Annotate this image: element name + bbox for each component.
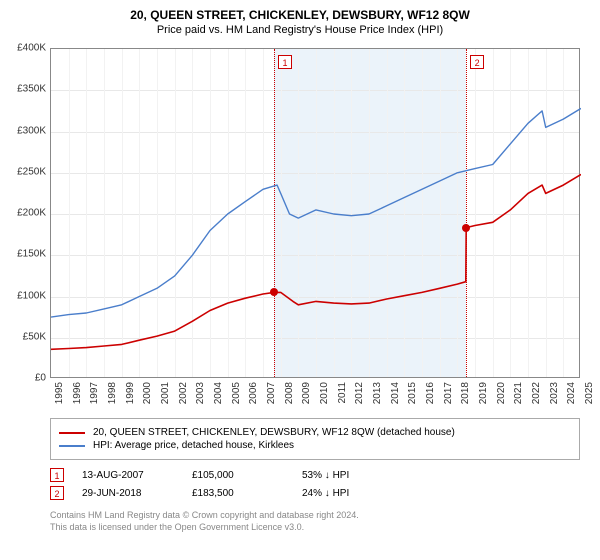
chart-title: 20, QUEEN STREET, CHICKENLEY, DEWSBURY, … <box>0 0 600 22</box>
ytick-label: £350K <box>6 84 46 95</box>
xtick-label: 2011 <box>337 382 348 404</box>
xtick-label: 2012 <box>354 382 365 404</box>
sales-date: 13-AUG-2007 <box>82 470 192 481</box>
legend-row: 20, QUEEN STREET, CHICKENLEY, DEWSBURY, … <box>59 427 571 438</box>
xtick-label: 2003 <box>195 382 206 404</box>
chart-subtitle: Price paid vs. HM Land Registry's House … <box>0 22 600 42</box>
xtick-label: 2025 <box>584 382 595 404</box>
legend-swatch <box>59 432 85 434</box>
sales-price: £105,000 <box>192 470 302 481</box>
ytick-label: £0 <box>6 373 46 384</box>
sales-date: 29-JUN-2018 <box>82 488 192 499</box>
xtick-label: 2022 <box>531 382 542 404</box>
xtick-label: 1997 <box>89 382 100 404</box>
xtick-label: 2001 <box>160 382 171 404</box>
footnote-line-1: Contains HM Land Registry data © Crown c… <box>50 510 359 522</box>
legend-label: 20, QUEEN STREET, CHICKENLEY, DEWSBURY, … <box>93 427 455 438</box>
xtick-label: 2019 <box>478 382 489 404</box>
xtick-label: 2002 <box>178 382 189 404</box>
sales-row: 2 29-JUN-2018£183,50024% ↓ HPI <box>50 484 382 502</box>
xtick-label: 1998 <box>107 382 118 404</box>
footnote-line-2: This data is licensed under the Open Gov… <box>50 522 359 534</box>
series-hpi <box>51 108 581 317</box>
xtick-label: 2023 <box>549 382 560 404</box>
legend-swatch <box>59 445 85 447</box>
xtick-label: 2005 <box>231 382 242 404</box>
xtick-label: 1996 <box>72 382 83 404</box>
xtick-label: 2024 <box>566 382 577 404</box>
xtick-label: 2020 <box>496 382 507 404</box>
ytick-label: £400K <box>6 43 46 54</box>
xtick-label: 2014 <box>390 382 401 404</box>
xtick-label: 2016 <box>425 382 436 404</box>
legend-label: HPI: Average price, detached house, Kirk… <box>93 440 294 451</box>
ytick-label: £250K <box>6 166 46 177</box>
ytick-label: £150K <box>6 249 46 260</box>
xtick-label: 2017 <box>443 382 454 404</box>
xtick-label: 2006 <box>248 382 259 404</box>
ytick-label: £300K <box>6 125 46 136</box>
xtick-label: 1995 <box>54 382 65 404</box>
sales-idx-box: 2 <box>50 486 64 500</box>
ytick-label: £200K <box>6 208 46 219</box>
sales-price: £183,500 <box>192 488 302 499</box>
xtick-label: 2021 <box>513 382 524 404</box>
xtick-label: 2007 <box>266 382 277 404</box>
xtick-label: 2018 <box>460 382 471 404</box>
xtick-label: 2010 <box>319 382 330 404</box>
xtick-label: 2009 <box>301 382 312 404</box>
ytick-label: £100K <box>6 290 46 301</box>
footnote: Contains HM Land Registry data © Crown c… <box>50 510 359 533</box>
xtick-label: 1999 <box>125 382 136 404</box>
sales-table: 1 13-AUG-2007£105,00053% ↓ HPI 2 29-JUN-201… <box>50 466 382 502</box>
legend: 20, QUEEN STREET, CHICKENLEY, DEWSBURY, … <box>50 418 580 460</box>
series-price_paid <box>51 174 581 349</box>
legend-row: HPI: Average price, detached house, Kirk… <box>59 440 571 451</box>
sales-delta: 53% ↓ HPI <box>302 470 382 481</box>
sales-delta: 24% ↓ HPI <box>302 488 382 499</box>
xtick-label: 2013 <box>372 382 383 404</box>
xtick-label: 2000 <box>142 382 153 404</box>
sales-idx-box: 1 <box>50 468 64 482</box>
xtick-label: 2008 <box>284 382 295 404</box>
sales-row: 1 13-AUG-2007£105,00053% ↓ HPI <box>50 466 382 484</box>
ytick-label: £50K <box>6 331 46 342</box>
xtick-label: 2004 <box>213 382 224 404</box>
series-svg <box>51 49 581 379</box>
xtick-label: 2015 <box>407 382 418 404</box>
chart-plot-area: 12 <box>50 48 580 378</box>
